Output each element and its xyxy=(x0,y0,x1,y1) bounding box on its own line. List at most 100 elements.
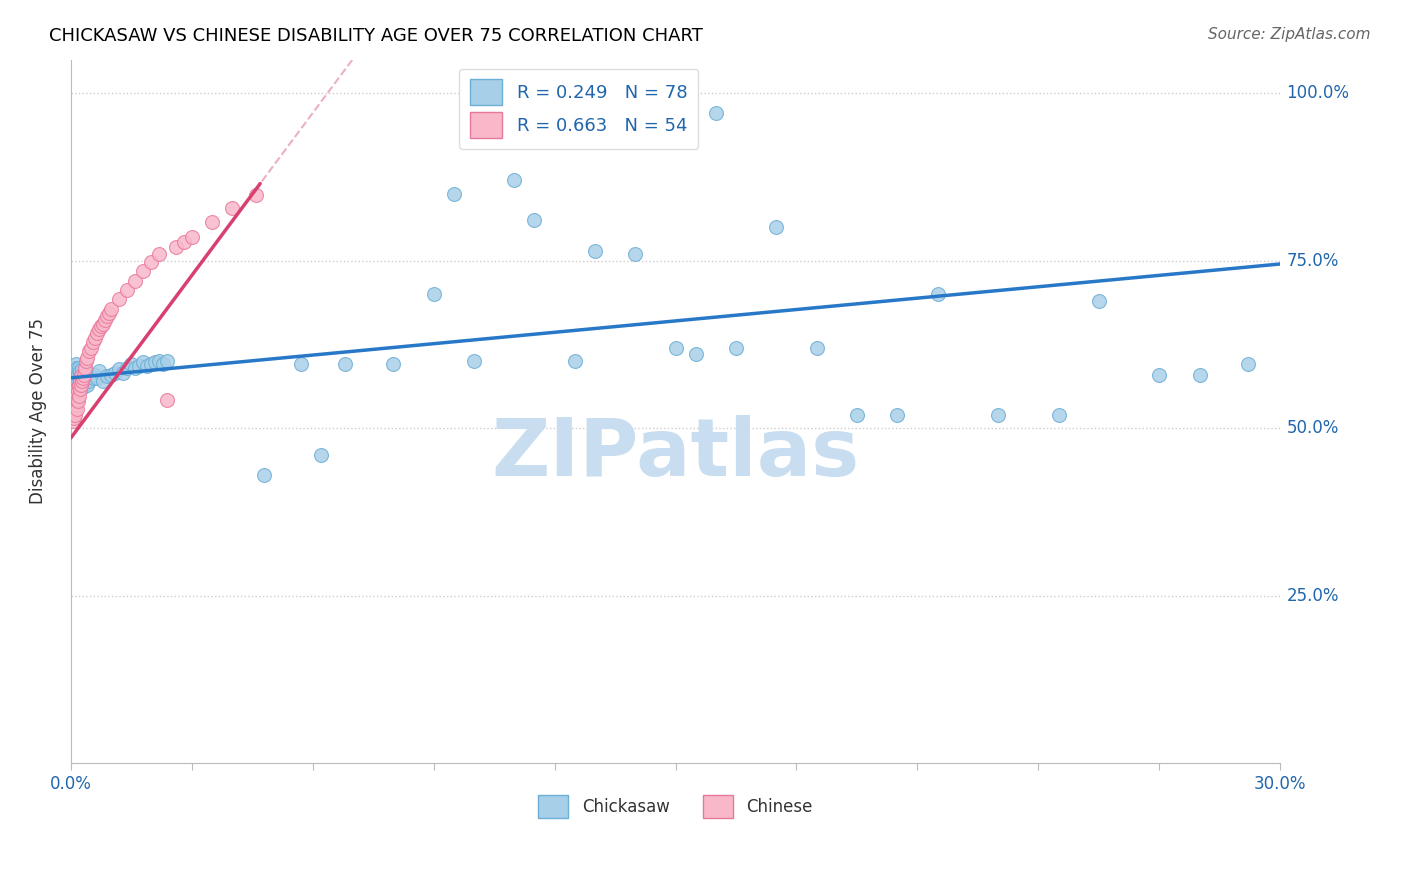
Point xyxy=(245,188,267,202)
Point xyxy=(63,401,86,415)
Point xyxy=(63,360,86,375)
Point xyxy=(180,230,202,244)
Point xyxy=(422,287,444,301)
Point xyxy=(77,374,100,388)
Point xyxy=(80,341,103,355)
Point xyxy=(75,354,97,368)
Point xyxy=(90,319,112,334)
Point xyxy=(94,312,117,326)
Point xyxy=(66,384,89,399)
Text: 100.0%: 100.0% xyxy=(1286,84,1350,102)
Point xyxy=(69,368,91,383)
Point xyxy=(72,376,94,390)
Point xyxy=(69,382,91,396)
Point xyxy=(65,398,87,412)
Point xyxy=(67,377,90,392)
Point xyxy=(141,358,163,372)
Point xyxy=(136,359,159,374)
Point xyxy=(66,371,89,385)
Point xyxy=(115,283,138,297)
Point xyxy=(143,355,166,369)
Text: CHICKASAW VS CHINESE DISABILITY AGE OVER 75 CORRELATION CHART: CHICKASAW VS CHINESE DISABILITY AGE OVER… xyxy=(49,27,703,45)
Point xyxy=(886,408,908,422)
Point xyxy=(132,264,155,278)
Point xyxy=(165,240,187,254)
Point xyxy=(132,355,155,369)
Point xyxy=(66,392,89,407)
Point xyxy=(141,255,163,269)
Point xyxy=(70,374,93,388)
Point xyxy=(806,341,828,355)
Point xyxy=(62,414,84,428)
Point xyxy=(221,202,243,216)
Point xyxy=(463,354,485,368)
Point xyxy=(108,293,131,307)
Point xyxy=(443,186,465,201)
Point xyxy=(76,366,98,380)
Legend: Chickasaw, Chinese: Chickasaw, Chinese xyxy=(531,789,820,825)
Point xyxy=(152,358,174,372)
Point xyxy=(69,364,91,378)
Point xyxy=(69,373,91,387)
Point xyxy=(62,404,84,418)
Point xyxy=(80,368,103,382)
Point xyxy=(66,394,89,409)
Point xyxy=(927,287,949,301)
Point xyxy=(63,377,86,392)
Point xyxy=(69,368,91,382)
Point xyxy=(82,335,104,350)
Point xyxy=(82,371,104,385)
Point xyxy=(382,358,405,372)
Point xyxy=(201,215,224,229)
Point xyxy=(75,373,97,387)
Point xyxy=(124,360,146,375)
Point xyxy=(62,394,84,409)
Point xyxy=(69,374,91,388)
Point xyxy=(66,360,89,375)
Point xyxy=(73,360,96,375)
Point xyxy=(120,358,142,372)
Point xyxy=(77,344,100,359)
Point xyxy=(846,408,869,422)
Point xyxy=(73,371,96,385)
Point xyxy=(66,382,89,396)
Point xyxy=(66,402,89,417)
Point xyxy=(63,368,86,382)
Point xyxy=(704,106,727,120)
Point xyxy=(66,368,89,382)
Point xyxy=(124,274,146,288)
Point xyxy=(69,377,91,392)
Point xyxy=(86,326,108,340)
Point xyxy=(1149,368,1171,382)
Point xyxy=(83,331,105,345)
Point xyxy=(96,309,118,323)
Point xyxy=(70,362,93,376)
Point xyxy=(108,362,131,376)
Text: Source: ZipAtlas.com: Source: ZipAtlas.com xyxy=(1208,27,1371,42)
Point xyxy=(62,401,84,415)
Point xyxy=(156,354,179,368)
Point xyxy=(91,318,114,332)
Point xyxy=(98,306,121,320)
Point xyxy=(65,374,87,388)
Point xyxy=(148,354,170,368)
Point xyxy=(83,368,105,382)
Point xyxy=(1237,358,1260,372)
Point xyxy=(87,322,110,336)
Point xyxy=(112,366,135,380)
Point xyxy=(91,374,114,388)
Point xyxy=(724,341,747,355)
Point xyxy=(86,371,108,385)
Point xyxy=(664,341,686,355)
Point xyxy=(63,404,86,418)
Point xyxy=(253,468,276,483)
Point xyxy=(1088,293,1111,308)
Point xyxy=(624,247,647,261)
Point xyxy=(69,377,91,392)
Point xyxy=(100,301,122,316)
Point xyxy=(583,244,606,258)
Point xyxy=(67,389,90,403)
Point xyxy=(63,371,86,385)
Text: ZIPatlas: ZIPatlas xyxy=(491,415,859,492)
Text: 75.0%: 75.0% xyxy=(1286,252,1339,269)
